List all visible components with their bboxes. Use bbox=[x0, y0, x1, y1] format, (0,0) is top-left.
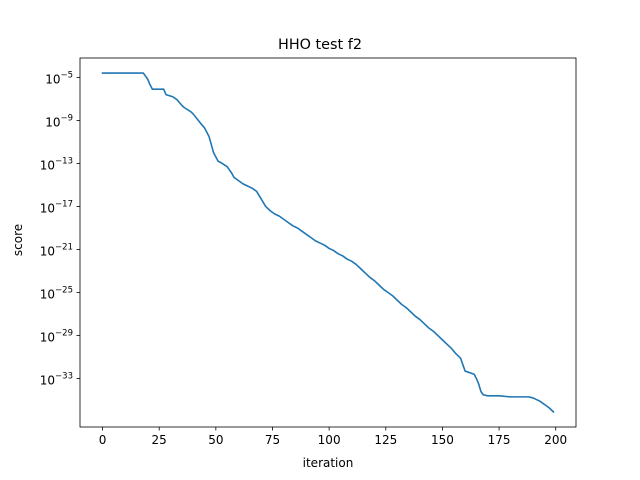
x-tick-label: 200 bbox=[544, 433, 567, 447]
y-tick-label: 10−13 bbox=[40, 156, 73, 172]
y-tick-base: 10 bbox=[40, 158, 55, 172]
y-tick-label: 10−25 bbox=[40, 286, 73, 302]
y-tick-base: 10 bbox=[40, 374, 55, 388]
y-tick-exponent: −25 bbox=[55, 286, 73, 296]
y-tick-base: 10 bbox=[40, 244, 55, 258]
x-tick-label: 0 bbox=[99, 433, 107, 447]
x-tick-label: 25 bbox=[152, 433, 167, 447]
y-tick-exponent: −21 bbox=[55, 242, 73, 252]
x-tick-label: 125 bbox=[374, 433, 397, 447]
y-axis-label: score bbox=[11, 224, 25, 256]
x-tick-label: 50 bbox=[208, 433, 223, 447]
chart-title: HHO test f2 bbox=[278, 37, 362, 53]
y-tick-exponent: −13 bbox=[55, 156, 73, 166]
y-tick-base: 10 bbox=[40, 288, 55, 302]
y-tick-exponent: −5 bbox=[60, 70, 73, 80]
y-tick-label: 10−21 bbox=[40, 242, 73, 258]
x-tick-label: 100 bbox=[318, 433, 341, 447]
y-tick-label: 10−17 bbox=[40, 199, 73, 215]
y-tick-label: 10−5 bbox=[45, 70, 73, 86]
series-layer bbox=[101, 72, 555, 414]
y-tick-base: 10 bbox=[45, 115, 60, 129]
y-tick-label: 10−9 bbox=[45, 113, 73, 129]
y-tick-exponent: −9 bbox=[60, 113, 73, 123]
x-axis-label: iteration bbox=[303, 456, 354, 470]
y-tick-label: 10−29 bbox=[40, 329, 73, 345]
series-line bbox=[101, 72, 555, 414]
y-tick-base: 10 bbox=[45, 72, 60, 86]
x-tick-label: 150 bbox=[431, 433, 454, 447]
y-tick-label: 10−33 bbox=[40, 372, 73, 388]
x-tick-label: 175 bbox=[488, 433, 511, 447]
y-tick-exponent: −33 bbox=[55, 372, 73, 382]
axes-frame bbox=[79, 57, 577, 428]
y-tick-exponent: −29 bbox=[55, 329, 73, 339]
plot-area bbox=[79, 57, 577, 428]
ticks-layer: 0 25 50 75 100 125 150 175 20010−510−910−1310−17… bbox=[40, 70, 567, 447]
y-tick-base: 10 bbox=[40, 201, 55, 215]
x-tick-label: 75 bbox=[265, 433, 280, 447]
y-tick-exponent: −17 bbox=[55, 199, 73, 209]
y-tick-base: 10 bbox=[40, 331, 55, 345]
